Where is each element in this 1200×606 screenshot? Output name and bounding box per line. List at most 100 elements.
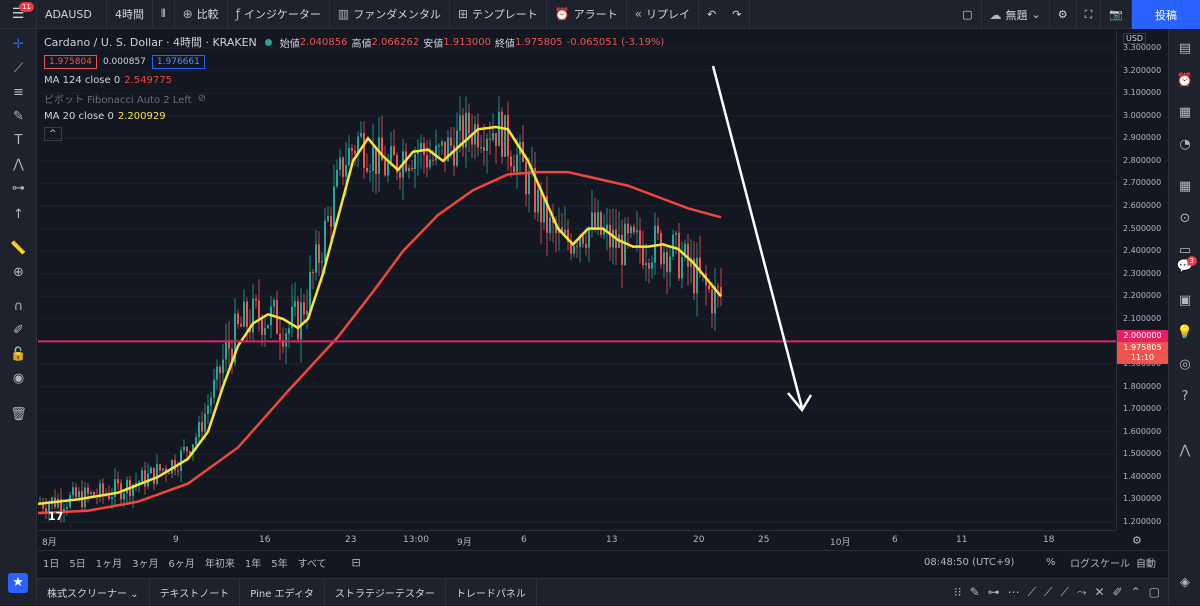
trendline-icon[interactable]: ⟋ [13,61,24,76]
redo-button[interactable]: ↷ [724,0,751,29]
post-button[interactable]: 投稿 [1132,0,1200,29]
eye-icon[interactable]: ◉ [12,371,25,386]
fib-icon[interactable]: ≡ [13,85,24,100]
alert-button[interactable]: ⏰ アラート [547,0,627,29]
zoom-icon[interactable]: ⊕ [13,265,24,280]
notification-badge: 11 [19,1,34,12]
bottom-tab[interactable]: トレードパネル [446,578,537,606]
brush-icon[interactable]: ✎ [13,109,24,124]
chart-pane[interactable]: 17 [38,30,1116,530]
range-button[interactable]: 年初来 [204,559,235,570]
candle-body [102,483,104,494]
alerts-icon[interactable]: ⏰ [1176,73,1194,88]
arrow-up-icon[interactable]: ↑ [13,207,24,222]
candle-body [582,236,584,244]
brush-icon-2[interactable]: ✐ [1112,584,1123,599]
indicators-button[interactable]: ƒ インジケーター [228,0,330,29]
layout-button[interactable]: ▢ [954,0,982,29]
lock-icon[interactable]: 🔓 [10,347,27,362]
cross-icon[interactable]: ✕ [1094,584,1105,599]
settings-button[interactable]: ⚙ [1050,0,1077,29]
snapshot-button[interactable]: 📷 [1101,0,1132,29]
high-label: 高値 [351,38,372,50]
ray-icon[interactable]: ⟋ [1060,584,1069,599]
bottom-tab[interactable]: テキストノート [150,578,241,606]
layout-name-button[interactable]: ☁ 無題 ⌄ [982,0,1050,29]
lock-drawing-icon[interactable]: ✐ [13,323,24,338]
node-icon[interactable]: ⊶ [987,584,1000,599]
time-axis[interactable]: 8月 9 16 23 13:00 9月 6 13 20 25 10月 6 11 18 ⚙ [38,530,1142,550]
pattern-icon[interactable]: ⋀ [13,157,24,172]
line-icon[interactable]: ⟋ [1027,584,1037,599]
pen-icon[interactable]: ✎ [969,584,980,599]
candle-body [378,137,380,174]
currency-label[interactable]: USD [1123,33,1147,44]
link-icon[interactable]: ⋯ [1007,584,1020,599]
bottom-tab[interactable]: 株式スクリーナー ⌄ [37,578,150,606]
range-button[interactable]: 5日 [69,559,86,570]
range-button[interactable]: 3ヶ月 [132,559,159,570]
star-icon[interactable]: ★ [8,573,28,593]
maximize-icon[interactable]: ▢ [1148,584,1160,599]
axis-settings-icon[interactable]: ⚙ [1132,534,1142,547]
bottom-tab[interactable]: ストラテジーテスター [325,578,446,606]
crosshair-icon[interactable]: ✛ [13,37,24,52]
goto-date-icon[interactable]: ⊟ [351,556,361,569]
replay-button[interactable]: «リプレイ [627,0,699,29]
help-icon[interactable]: ? [1181,389,1189,404]
hidden-eye-icon[interactable]: ⊘ [197,92,207,104]
magnet-icon[interactable]: ∩ [13,299,24,314]
ma124-legend-row[interactable]: MA 124 close 0 2.549775 [44,71,664,89]
calendar-icon[interactable]: ▦ [1178,179,1192,194]
time-tick-label: 8月 [42,538,57,548]
clock-time[interactable]: 08:48:50 (UTC+9) [924,557,1015,568]
range-button[interactable]: 5年 [271,559,288,570]
fundamentals-button[interactable]: ▥ ファンダメンタル [330,0,450,29]
main-menu-button[interactable]: ☰ 11 [0,0,37,29]
chat-icon[interactable]: 💬 3 [1169,256,1200,275]
broadcast-icon[interactable]: ◎ [1179,357,1191,372]
text-icon[interactable]: T [14,133,23,148]
fullscreen-button[interactable]: ⛶ [1077,0,1102,29]
log-scale-toggle[interactable]: ログスケール [1070,559,1130,570]
data-window-icon[interactable]: ▦ [1178,105,1192,120]
undo-button[interactable]: ↶ [699,0,724,29]
range-button[interactable]: 6ヶ月 [168,559,195,570]
pivot-legend-row[interactable]: ピボット Fibonacci Auto 2 Left ⊘ [44,89,664,107]
path-icon[interactable]: ⤳ [1076,584,1087,599]
templates-button[interactable]: ⊞ テンプレート [450,0,547,29]
auto-scale-toggle[interactable]: 自動 [1136,559,1156,570]
bid-button[interactable]: 1.975804 [44,55,97,69]
range-button[interactable]: 1日 [43,559,60,570]
range-button[interactable]: 1年 [244,559,262,570]
percent-toggle[interactable]: % [1046,557,1056,568]
bottom-tab[interactable]: Pine エディタ [240,578,325,606]
ideas-icon[interactable]: ⊙ [1179,211,1191,226]
ruler-icon[interactable]: 📏 [10,241,27,256]
watchlist-icon[interactable]: ▤ [1178,41,1192,56]
symbol-title[interactable]: Cardano / U. S. Dollar · 4時間 · KRAKEN [44,36,257,49]
chart-type-button[interactable]: ⫴ [153,0,175,29]
prediction-icon[interactable]: ⊶ [12,181,25,196]
symbol-search-button[interactable]: ADAUSD [37,0,107,29]
ma20-legend-row[interactable]: MA 20 close 0 2.200929 [44,107,664,125]
compare-button[interactable]: ⊕ 比較 [175,0,228,29]
price-axis[interactable]: USD 3.300000 3.200000 3.100000 3.000000 2.90… [1116,30,1168,530]
interval-button[interactable]: 4時間 [107,0,153,29]
streams-icon[interactable]: ▭ [1178,243,1192,258]
candle-body [162,468,164,471]
collapse-icon[interactable]: ⌃ [1130,584,1141,599]
ask-button[interactable]: 1.976661 [151,55,205,69]
collapse-legend-button[interactable]: ^ [44,127,62,141]
candle-body [201,422,203,432]
dots-icon[interactable]: ⁝⁝ [953,584,962,599]
segment-icon[interactable]: ⟋ [1044,584,1053,599]
trash-icon[interactable]: 🗑 [10,407,27,422]
range-button[interactable]: 1ヶ月 [95,559,123,570]
range-button[interactable]: すべて [297,559,327,570]
order-panel-icon[interactable]: ▣ [1178,293,1192,308]
notifications-icon[interactable]: 💡 [1176,325,1194,340]
hotlist-icon[interactable]: ◔ [1179,137,1191,152]
dom-icon[interactable]: ⋀ [1179,443,1191,458]
layers-icon[interactable]: ◈ [1180,575,1190,590]
